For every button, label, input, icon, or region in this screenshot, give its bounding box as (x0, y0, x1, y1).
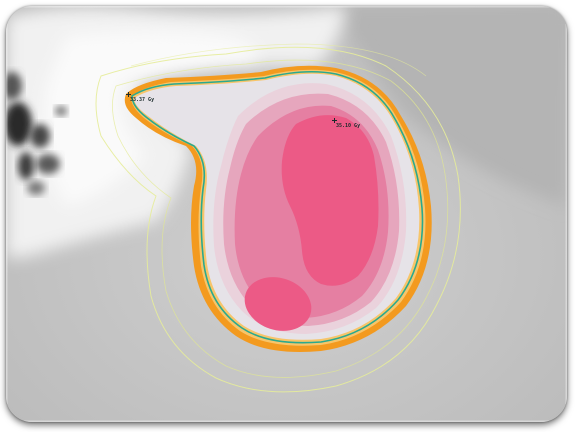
dose-marker-left-label: 33.37 Gy (130, 97, 155, 103)
image-frame: 33.37 Gy 35.10 Gy (6, 6, 567, 422)
contour-line (131, 70, 424, 344)
dose-marker-center-label: 35.10 Gy (336, 123, 361, 129)
dose-hot-lower (244, 277, 312, 331)
dose-hot (281, 115, 379, 286)
dose-marker-left-icon (126, 92, 131, 97)
dose-image (6, 6, 567, 422)
dose-marker-center-icon (332, 118, 337, 123)
faint-isodose-outer (95, 46, 461, 393)
dark-blotch (6, 102, 32, 146)
upper-right-gray (336, 6, 567, 206)
faint-isodose-inner (112, 59, 449, 378)
